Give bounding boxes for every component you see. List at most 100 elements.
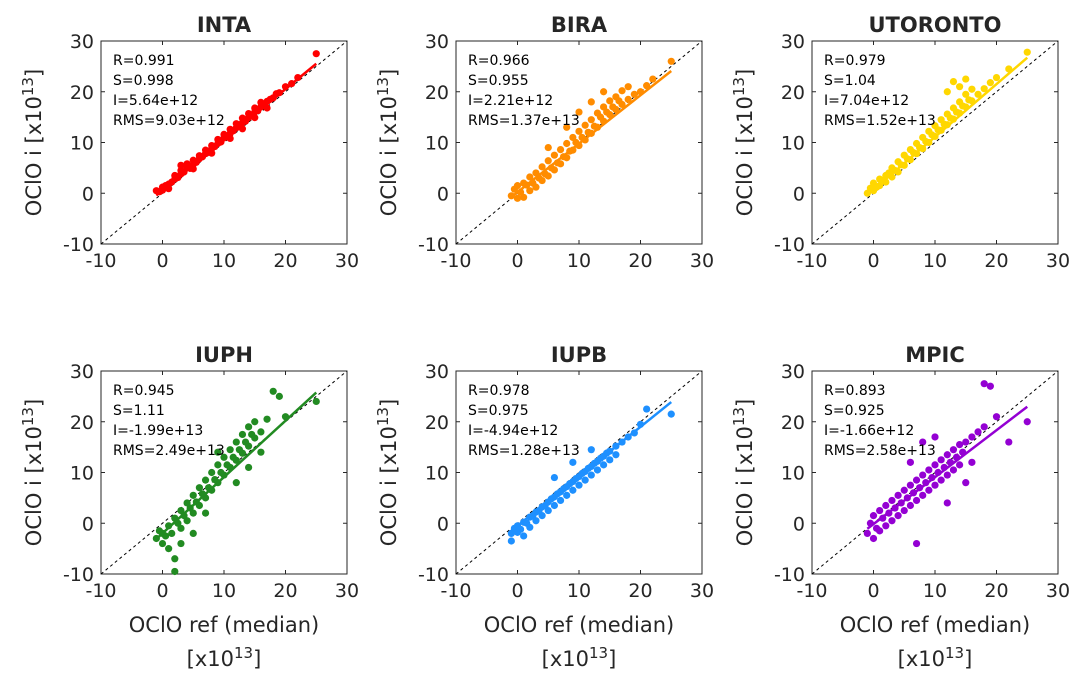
data-point <box>161 532 170 540</box>
data-point <box>587 446 595 454</box>
stat-text: I=2.21e+12 <box>468 93 553 109</box>
x-tick-label: 20 <box>273 580 297 602</box>
data-point <box>888 496 896 505</box>
data-point <box>269 387 277 395</box>
x-tick-label: 10 <box>923 250 947 272</box>
data-point <box>312 397 320 406</box>
data-point <box>980 423 988 431</box>
panel-title: MPIC <box>905 343 965 367</box>
data-point <box>968 458 976 466</box>
data-point <box>894 491 902 499</box>
y-tick-label: -10 <box>418 564 449 586</box>
stat-text: R=0.966 <box>468 53 530 69</box>
data-point <box>925 466 933 474</box>
data-point <box>912 476 921 484</box>
data-point <box>667 57 675 65</box>
data-point <box>876 506 884 515</box>
data-point <box>888 517 896 525</box>
y-tick-label: 10 <box>425 463 449 485</box>
data-point <box>544 172 552 180</box>
data-point <box>556 146 565 154</box>
data-point <box>1023 418 1031 426</box>
data-point <box>232 438 240 446</box>
y-axis-label: OClO i [x1013] <box>19 399 46 546</box>
y-tick-label: -10 <box>63 564 94 586</box>
stat-text: RMS=1.37e+13 <box>468 113 580 129</box>
data-point <box>569 458 577 466</box>
data-point <box>882 501 890 510</box>
stat-text: I=7.04e+12 <box>824 93 909 109</box>
data-point <box>214 448 222 456</box>
stat-text: S=1.11 <box>113 403 165 419</box>
data-point <box>232 479 240 487</box>
y-tick-label: 0 <box>82 513 94 535</box>
data-point <box>168 529 176 538</box>
data-point <box>245 463 253 472</box>
y-tick-label: 0 <box>793 513 805 535</box>
panel-utoronto: -10 0 10 20 30 -10 0 10 20 30 R=0.979 S=1.04 I=7.04e… <box>730 13 1070 272</box>
data-point <box>550 473 559 482</box>
stat-text: I=5.64e+12 <box>113 93 198 109</box>
data-point <box>516 525 525 533</box>
stat-text: R=0.893 <box>824 383 886 399</box>
x-tick-label: 10 <box>567 250 591 272</box>
x-axis-units: [x1013] <box>898 644 973 671</box>
stat-text: S=0.975 <box>468 403 529 419</box>
data-point <box>526 523 534 531</box>
data-point <box>245 442 253 450</box>
x-tick-label: 20 <box>628 250 652 272</box>
data-point <box>575 481 583 489</box>
data-point <box>606 110 614 119</box>
data-point <box>956 440 964 449</box>
stat-text: I=-1.66e+12 <box>824 423 914 439</box>
data-point <box>226 446 234 454</box>
data-point <box>575 127 583 135</box>
data-point <box>550 151 559 159</box>
data-point <box>618 87 626 95</box>
fit-line <box>866 405 1029 530</box>
data-point <box>593 466 602 474</box>
data-point <box>949 466 958 474</box>
x-tick-label: 0 <box>867 580 879 602</box>
y-tick-label: 10 <box>70 133 94 155</box>
x-axis-units: [x1013] <box>187 644 262 671</box>
data-point <box>171 567 179 576</box>
data-point <box>900 506 908 515</box>
x-tick-label: -10 <box>440 250 471 272</box>
x-axis-label: OClO ref (median) <box>840 613 1031 637</box>
data-point <box>974 90 982 98</box>
y-tick-label: 30 <box>425 361 449 383</box>
stat-text: R=0.945 <box>113 383 175 399</box>
data-point <box>649 75 657 83</box>
data-point <box>992 73 1001 82</box>
stat-text: R=0.979 <box>824 53 886 69</box>
data-point <box>195 484 203 492</box>
data-point <box>238 449 247 457</box>
stat-text: S=0.955 <box>468 73 529 89</box>
y-tick-label: 10 <box>425 133 449 155</box>
x-tick-label: 10 <box>567 580 591 602</box>
panel-title: BIRA <box>551 13 608 37</box>
y-tick-label: 10 <box>70 463 94 485</box>
y-tick-label: 30 <box>70 361 94 383</box>
data-point <box>245 423 253 431</box>
y-tick-label: 0 <box>793 183 805 205</box>
data-point <box>275 392 283 400</box>
data-point <box>189 491 197 499</box>
data-point <box>956 461 964 469</box>
data-point <box>201 509 210 517</box>
data-point <box>630 90 638 98</box>
stat-text: S=0.998 <box>113 73 174 89</box>
data-point <box>526 187 534 195</box>
data-point <box>906 481 915 489</box>
y-tick-label: 30 <box>425 31 449 53</box>
x-tick-label: 0 <box>867 250 879 272</box>
data-point <box>257 428 265 436</box>
reference-line-1to1 <box>455 40 703 245</box>
data-point <box>869 512 878 520</box>
data-point <box>618 100 626 109</box>
panel-inta: -10 0 10 20 30 -10 0 10 20 30 R=0.991 S=0.998 I=5.64… <box>19 13 359 272</box>
y-tick-label: -10 <box>774 564 805 586</box>
stat-text: S=0.925 <box>824 403 885 419</box>
data-point <box>943 499 951 507</box>
